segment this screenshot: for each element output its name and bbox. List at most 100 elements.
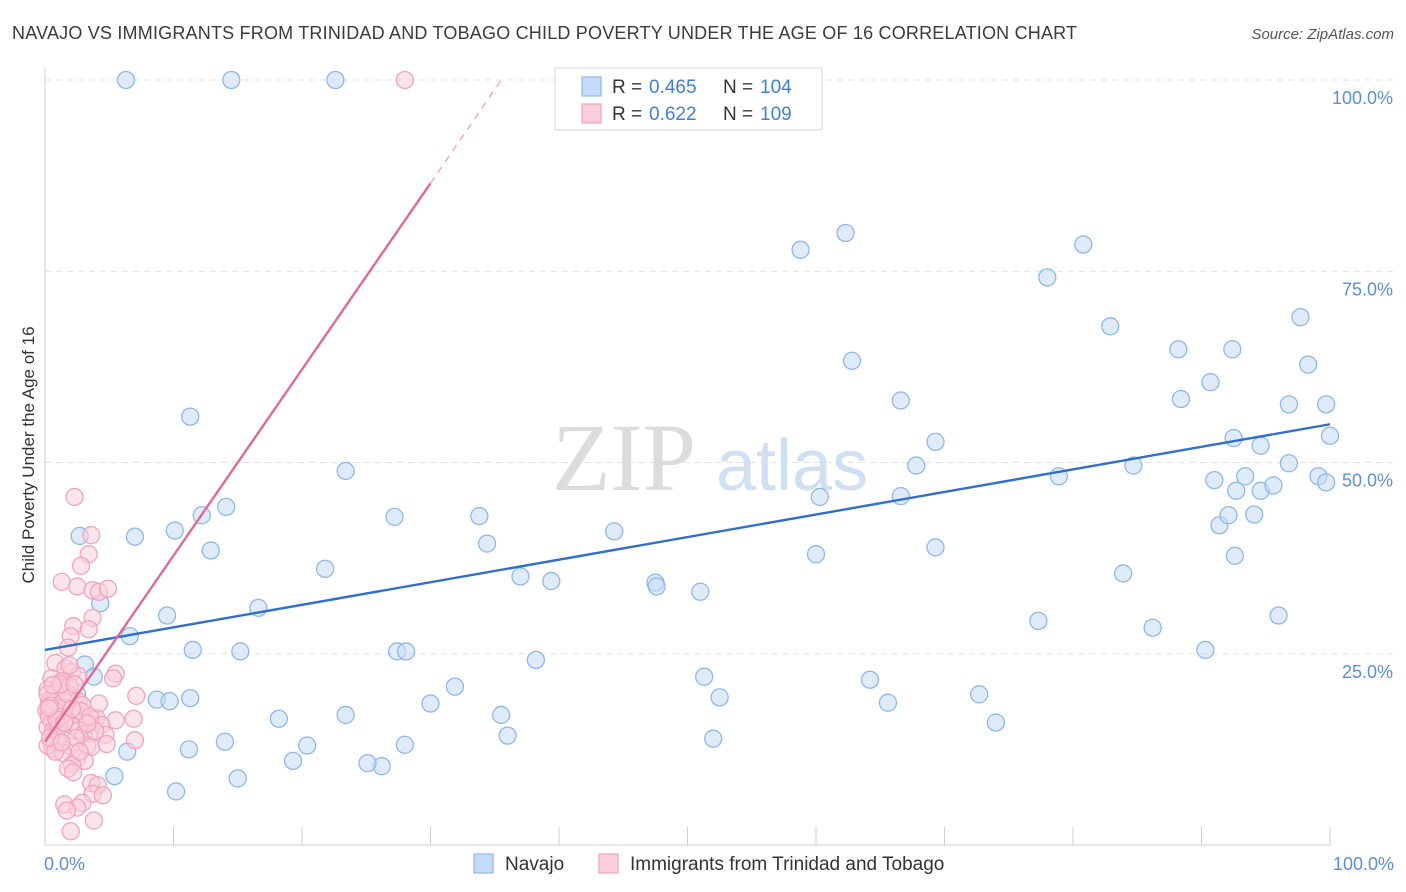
navajo-point <box>891 487 910 506</box>
chart-title: NAVAJO VS IMMIGRANTS FROM TRINIDAD AND T… <box>12 23 1077 43</box>
y-tick-label: 50.0% <box>1342 471 1393 491</box>
navajo-point <box>160 692 179 711</box>
navajo-point <box>445 677 465 696</box>
trinidad-point <box>97 734 116 754</box>
navajo-point <box>791 240 810 259</box>
navajo-point <box>878 693 898 712</box>
trend-line-navajo <box>44 423 1331 652</box>
navajo-point <box>1196 640 1215 660</box>
navajo-point <box>907 456 926 475</box>
trinidad-point <box>82 526 101 545</box>
navajo-point <box>1269 606 1288 625</box>
navajo-point <box>1316 395 1336 414</box>
navajo-point <box>511 567 530 586</box>
navajo-point <box>228 769 247 788</box>
navajo-point <box>526 650 546 670</box>
navajo-point <box>283 751 303 770</box>
navajo-point <box>125 527 145 546</box>
trinidad-point <box>93 786 112 805</box>
navajo-point <box>498 726 517 745</box>
x-tick-label-min: 0.0% <box>44 854 85 874</box>
navajo-point <box>385 507 404 526</box>
x-tick-label-max: 100.0% <box>1333 854 1394 874</box>
watermark-atlas: atlas <box>716 426 868 506</box>
stats-legend-n-value-trinidad: 109 <box>760 104 792 125</box>
navajo-point <box>1101 317 1120 336</box>
navajo-point <box>477 534 497 553</box>
legend-swatch-navajo <box>473 853 494 874</box>
navajo-point <box>710 688 729 707</box>
navajo-point <box>231 642 250 661</box>
stats-legend-swatch-trinidad <box>581 103 602 124</box>
navajo-point <box>1320 426 1340 445</box>
navajo-point <box>1038 268 1057 287</box>
y-tick-label: 100.0% <box>1332 88 1393 108</box>
trinidad-point <box>98 579 118 598</box>
navajo-point <box>315 559 335 578</box>
trinidad-point <box>65 487 84 507</box>
trinidad-point <box>64 763 83 782</box>
trinidad-point <box>125 731 145 750</box>
navajo-point <box>1074 235 1093 254</box>
navajo-point <box>1169 340 1188 359</box>
navajo-point <box>1279 454 1299 473</box>
trinidad-point <box>43 675 62 695</box>
navajo-point <box>157 606 177 625</box>
navajo-point <box>1029 611 1048 631</box>
navajo-point <box>806 545 826 564</box>
navajo-point <box>1143 618 1162 637</box>
navajo-point <box>165 521 184 540</box>
navajo-point <box>396 642 416 661</box>
trinidad-point <box>60 656 79 675</box>
navajo-point <box>492 705 511 725</box>
series-legend: Navajo Immigrants from Trinidad and Toba… <box>473 853 944 875</box>
navajo-point <box>179 740 199 759</box>
legend-label-navajo: Navajo <box>505 854 564 875</box>
stats-legend-r-value-navajo: 0.465 <box>649 77 697 98</box>
navajo-point <box>926 538 945 557</box>
navajo-point <box>691 582 710 601</box>
navajo-point <box>326 70 345 90</box>
trend-lines <box>44 79 1331 743</box>
navajo-point <box>1124 456 1143 475</box>
navajo-point <box>1279 395 1299 414</box>
trinidad-point <box>79 620 98 639</box>
trinidad-point <box>395 70 414 90</box>
gridlines <box>45 79 1393 655</box>
navajo-point <box>695 667 714 686</box>
navajo-point <box>336 461 355 481</box>
navajo-point <box>1223 340 1242 359</box>
trinidad-point <box>65 675 84 694</box>
trinidad-point <box>124 709 143 728</box>
navajo-point <box>1205 470 1224 490</box>
series-navajo-points <box>67 70 1340 801</box>
chart-source: Source: ZipAtlas.com <box>1251 26 1394 43</box>
navajo-point <box>269 709 289 728</box>
legend-swatch-trinidad <box>598 853 619 874</box>
y-tick-label: 75.0% <box>1342 279 1393 299</box>
navajo-point <box>395 735 414 754</box>
navajo-point <box>336 705 355 725</box>
trinidad-point <box>52 572 71 591</box>
navajo-point <box>116 70 136 90</box>
trinidad-point <box>84 811 103 830</box>
y-tick-label: 25.0% <box>1342 662 1393 682</box>
navajo-point <box>891 391 910 410</box>
trinidad-point <box>127 686 146 705</box>
stats-legend-n-label-navajo: N = <box>723 77 753 98</box>
trinidad-point <box>57 801 76 820</box>
navajo-point <box>297 736 317 755</box>
navajo-point <box>1316 473 1336 492</box>
y-tick-labels: 100.0% 75.0% 50.0% 25.0% <box>1332 88 1393 682</box>
stats-legend-r-label-trinidad: R = <box>612 104 642 125</box>
navajo-point <box>215 732 235 751</box>
stats-legend: R = 0.465 N = 104 R = 0.622 N = 109 <box>554 67 823 131</box>
navajo-point <box>166 782 186 801</box>
navajo-point <box>970 685 989 704</box>
navajo-point <box>605 522 624 541</box>
navajo-point <box>358 753 377 773</box>
navajo-point <box>1219 506 1238 525</box>
navajo-point <box>470 506 489 526</box>
navajo-point <box>1245 505 1264 524</box>
